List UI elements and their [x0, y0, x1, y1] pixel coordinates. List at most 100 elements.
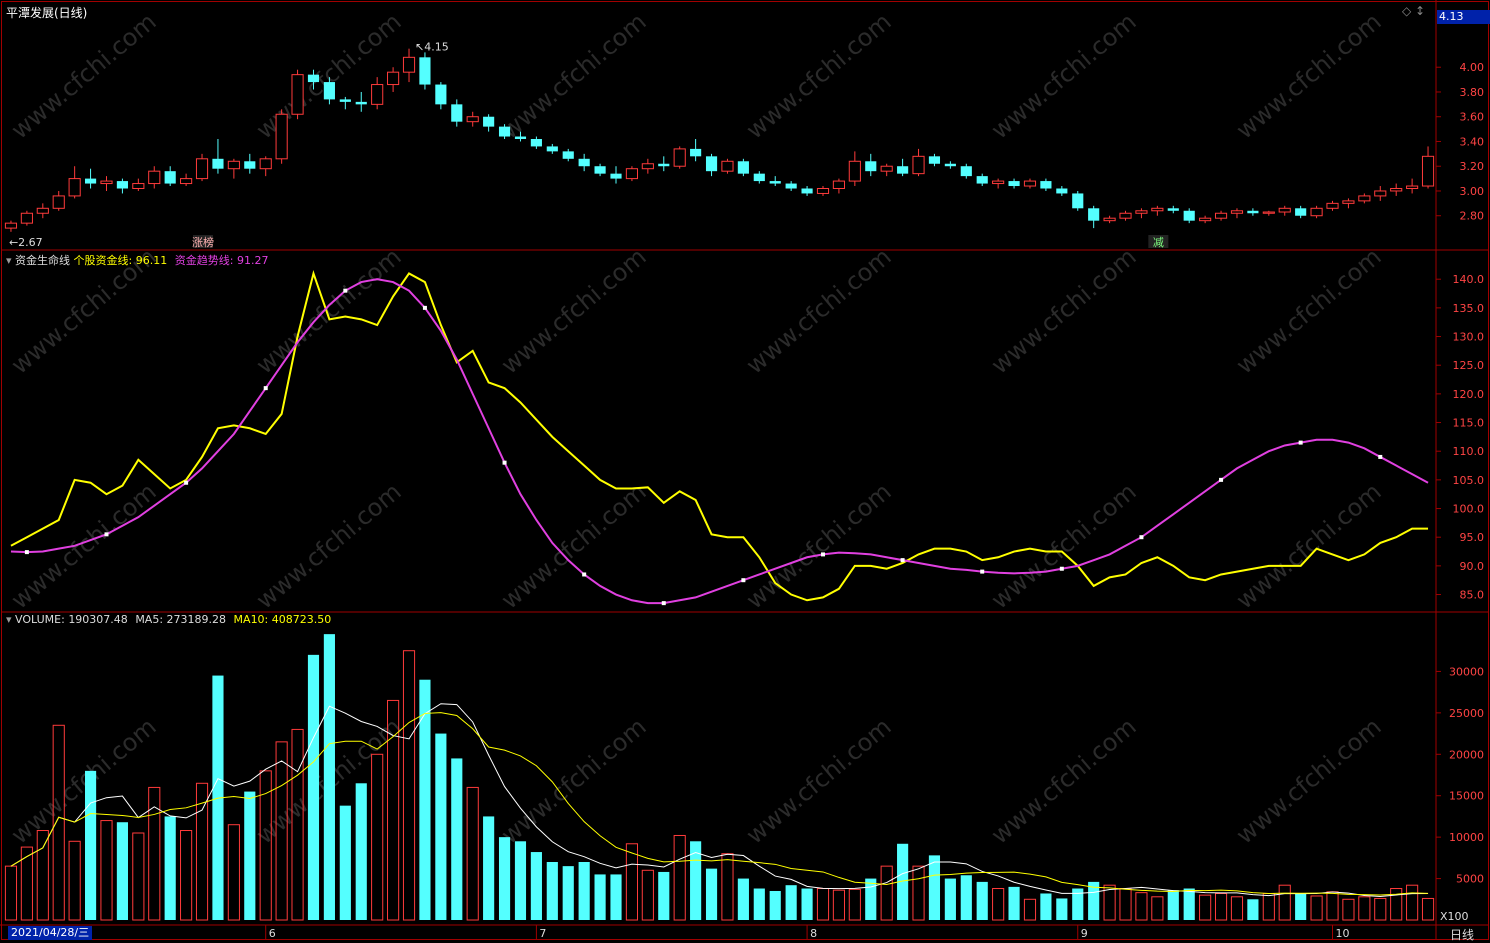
candle-body [912, 155, 925, 175]
volume-bar [164, 816, 176, 920]
candle-body [1295, 208, 1307, 216]
candle-body [785, 183, 797, 189]
candle-body [1326, 202, 1339, 209]
candle-body [960, 166, 972, 177]
candle-body [244, 161, 256, 169]
x-axis: 67891011 [265, 925, 1350, 940]
period-label[interactable]: 日线 [1450, 928, 1475, 942]
event-marker: 减 [1153, 236, 1164, 249]
candle-body [419, 57, 431, 85]
candle-body [1199, 217, 1212, 222]
volume-bar [148, 786, 161, 921]
trend-point [1059, 566, 1064, 571]
volume-bar [690, 841, 702, 920]
trend-line [10, 278, 1429, 605]
volume-bar [419, 679, 431, 920]
event-marker-bg [193, 235, 214, 248]
volume-bar [673, 834, 686, 921]
collapse-icon[interactable]: ▾ [6, 613, 12, 626]
volume-bar [865, 878, 877, 920]
price-tick-label: 3.60 [1460, 111, 1485, 124]
price-tick-label: 3.20 [1460, 160, 1485, 173]
diamond-icon[interactable]: ◇ ↕ [1402, 4, 1426, 18]
candle-body [1374, 190, 1387, 197]
volume-bar [1199, 894, 1212, 921]
volume-bar [960, 875, 972, 920]
volume-bar [244, 791, 256, 920]
trend-point [184, 480, 189, 485]
candle-body [1135, 210, 1148, 214]
volume-bar [721, 853, 734, 921]
candle-body [307, 74, 320, 83]
volume-bar [785, 885, 797, 920]
volume-bar [323, 634, 335, 920]
candle-body [36, 207, 49, 214]
candle-body [1421, 155, 1435, 187]
trend-point [661, 601, 666, 606]
candle-body [275, 113, 288, 160]
candle-body [195, 158, 209, 180]
fund-line-value: 96.11 [135, 254, 168, 267]
candle-body [928, 156, 941, 164]
volume-bar [435, 733, 447, 920]
volume-bar [514, 841, 527, 920]
candle-body [897, 166, 909, 174]
volume-bar [1295, 893, 1307, 920]
candle-body [212, 158, 224, 169]
fund-panel[interactable] [10, 269, 1429, 606]
candle-body [227, 160, 240, 170]
volume-panel-header: ▾ VOLUME: 190307.48 MA5: 273189.28 MA10:… [6, 613, 331, 626]
candle-body [1230, 210, 1244, 214]
month-label: 9 [1081, 927, 1088, 940]
candle-body [435, 84, 447, 105]
candle-body [402, 56, 416, 73]
month-label: 8 [810, 927, 817, 940]
volume-bar [944, 878, 956, 920]
candle-body [483, 116, 495, 127]
volume-bar [928, 855, 941, 920]
volume-bar [832, 889, 845, 921]
collapse-icon[interactable]: ▾ [6, 254, 12, 267]
ma5-label: MA5: [135, 613, 164, 626]
candle-body [610, 173, 622, 179]
volume-panel[interactable] [4, 634, 1435, 921]
volume-bar [68, 840, 81, 921]
high-mark: ↖4.15 [415, 41, 449, 54]
trend-point [1298, 440, 1303, 445]
trend-point [582, 572, 587, 577]
window-title: 平潭发展(日线) [6, 6, 88, 20]
trend-point [900, 558, 905, 563]
watermark-text: www.cfchi.com [741, 242, 897, 379]
volume-bar [594, 874, 606, 920]
volume-bar [1262, 892, 1275, 921]
ma10-line [10, 712, 1429, 896]
candle-body [641, 163, 654, 170]
candle-body [816, 188, 830, 194]
volume-bar [753, 888, 765, 920]
candle-body [1151, 207, 1164, 212]
watermark-text: www.cfchi.com [6, 7, 162, 144]
fund-line [10, 269, 1429, 602]
volume-bar [1088, 881, 1100, 920]
trend-point [1139, 535, 1144, 540]
fund-line-label: 个股资金线: [73, 254, 133, 267]
volume-value: 190307.48 [68, 613, 128, 626]
candle-body [1406, 185, 1419, 189]
volume-tick-label: 30000 [1449, 665, 1484, 678]
volume-bar [1214, 892, 1228, 921]
price-panel[interactable]: ↖4.15←2.67涨榜减财 [4, 41, 1490, 249]
volume-bar [275, 741, 288, 921]
price-tick-label: 3.00 [1460, 185, 1485, 198]
volume-bar [1103, 884, 1116, 921]
candle-body [148, 170, 161, 185]
candle-body [690, 148, 702, 157]
candle-body [1358, 195, 1371, 202]
candle-body [1310, 207, 1323, 217]
candle-body [259, 158, 272, 170]
fund-tick-label: 140.0 [1453, 273, 1485, 286]
candle-body [451, 104, 463, 122]
volume-bar [578, 862, 590, 920]
volume-bar [307, 654, 320, 920]
